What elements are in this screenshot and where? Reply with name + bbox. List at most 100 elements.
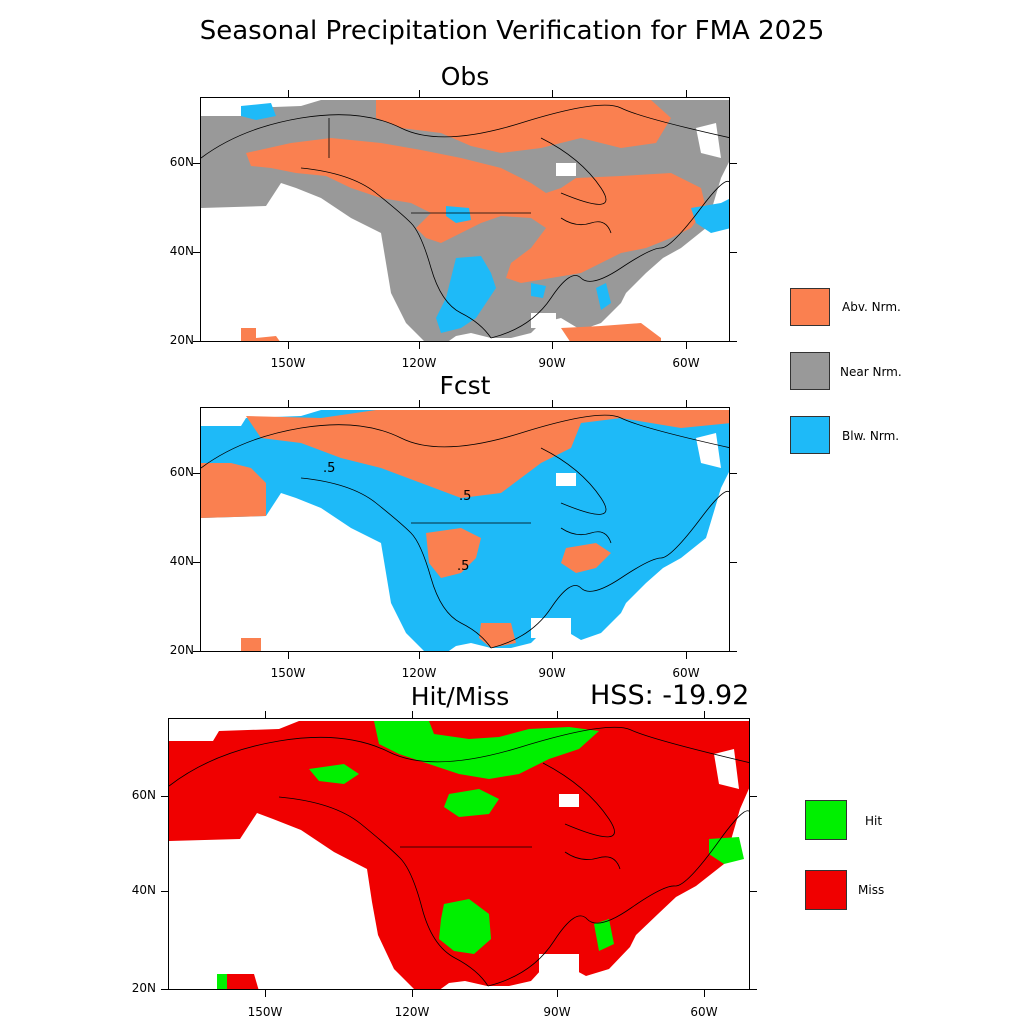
fcst-lat-tick xyxy=(730,473,737,474)
obs-lat-label: 60N xyxy=(169,155,194,169)
obs-above-normal-south xyxy=(561,323,661,341)
obs-panel-title: Obs xyxy=(440,62,490,91)
fcst-lat-tick xyxy=(193,473,200,474)
hitmiss-lat-tick xyxy=(750,989,757,990)
hitmiss-no-data-gap xyxy=(539,749,739,974)
hitmiss-lon-tick xyxy=(704,711,705,718)
fcst-lat-tick xyxy=(730,562,737,563)
obs-lon-tick xyxy=(419,90,420,97)
hitmiss-hit-southwest xyxy=(439,899,491,954)
obs-lat-tick xyxy=(193,341,200,342)
hitmiss-coastlines xyxy=(169,726,749,987)
fcst-lat-tick xyxy=(730,651,737,652)
fcst-lon-tick xyxy=(419,652,420,659)
fcst-lon-label: 90W xyxy=(538,666,566,680)
hitmiss-lon-tick xyxy=(265,711,266,718)
fcst-lon-tick xyxy=(419,400,420,407)
obs-map-graphic xyxy=(201,100,729,341)
obs-below-normal-alaska xyxy=(241,103,276,120)
legend-swatch-below xyxy=(790,416,830,454)
legend-label-hit: Hit xyxy=(865,814,883,828)
hitmiss-lon-label: 120W xyxy=(394,1005,430,1019)
obs-lat-tick xyxy=(730,341,737,342)
legend-label-below: Blw. Nrm. xyxy=(842,429,900,443)
fcst-lat-label: 40N xyxy=(169,554,194,568)
fcst-coastlines xyxy=(201,414,729,649)
legend-label-above: Abv. Nrm. xyxy=(842,300,901,314)
fcst-map: .5 .5 .5 xyxy=(200,407,730,652)
obs-coastlines xyxy=(201,104,729,339)
obs-lat-label: 40N xyxy=(169,244,194,258)
hitmiss-lon-tick xyxy=(557,990,558,997)
hitmiss-panel-title: Hit/Miss xyxy=(410,682,510,711)
obs-lon-label: 150W xyxy=(270,356,306,370)
fcst-lon-tick xyxy=(288,652,289,659)
hitmiss-lon-tick xyxy=(412,990,413,997)
obs-below-normal-gulf xyxy=(531,283,611,310)
legend-label-near: Near Nrm. xyxy=(840,365,902,379)
hitmiss-lon-tick xyxy=(704,990,705,997)
fcst-panel-title: Fcst xyxy=(439,371,491,400)
hitmiss-lon-label: 90W xyxy=(543,1005,571,1019)
hitmiss-hit-gulf xyxy=(594,919,614,951)
hitmiss-lon-tick xyxy=(557,711,558,718)
obs-lon-tick xyxy=(686,342,687,349)
hitmiss-lat-tick xyxy=(161,989,168,990)
obs-above-normal-central xyxy=(246,138,706,283)
obs-lon-label: 120W xyxy=(401,356,437,370)
hitmiss-map-graphic xyxy=(169,721,749,989)
hitmiss-lon-tick xyxy=(265,990,266,997)
hitmiss-lat-tick xyxy=(161,796,168,797)
obs-lat-label: 20N xyxy=(169,333,194,347)
fcst-above-normal-north xyxy=(246,410,729,498)
obs-lon-label: 90W xyxy=(538,356,566,370)
hitmiss-lon-label: 60W xyxy=(690,1005,718,1019)
fcst-no-data-gap xyxy=(531,433,721,638)
hitmiss-lat-label: 40N xyxy=(131,883,156,897)
hitmiss-hit-northwest xyxy=(309,764,359,784)
fcst-lon-label: 120W xyxy=(401,666,437,680)
hitmiss-hit-central-north xyxy=(444,789,499,817)
obs-below-normal-east xyxy=(691,199,729,233)
obs-above-normal-north xyxy=(376,100,671,153)
hitmiss-miss-hawaii xyxy=(227,974,259,989)
hitmiss-lat-tick xyxy=(750,891,757,892)
hss-score: HSS: -19.92 xyxy=(590,680,750,711)
obs-map xyxy=(200,97,730,342)
obs-lon-label: 60W xyxy=(672,356,700,370)
obs-lon-tick xyxy=(686,90,687,97)
legend-label-miss: Miss xyxy=(858,883,885,897)
obs-lon-tick xyxy=(288,342,289,349)
fcst-lat-tick xyxy=(193,651,200,652)
fcst-lon-label: 60W xyxy=(672,666,700,680)
obs-lon-tick xyxy=(288,90,289,97)
fcst-lat-label: 60N xyxy=(169,465,194,479)
legend-swatch-near xyxy=(790,352,830,390)
obs-no-data-gap xyxy=(531,123,721,328)
hitmiss-lon-tick xyxy=(412,711,413,718)
fcst-lon-tick xyxy=(552,652,553,659)
obs-above-normal-hawaii xyxy=(241,328,280,341)
fcst-contour-label: .5 xyxy=(457,559,469,574)
fcst-lon-label: 150W xyxy=(270,666,306,680)
obs-lat-tick xyxy=(193,163,200,164)
hitmiss-lat-label: 20N xyxy=(131,981,156,995)
fcst-lat-tick xyxy=(193,562,200,563)
fcst-lon-tick xyxy=(552,400,553,407)
obs-lon-tick xyxy=(419,342,420,349)
fcst-above-normal-mexico xyxy=(479,623,516,648)
fcst-above-normal-southeast xyxy=(561,543,611,573)
hitmiss-hit-hawaii xyxy=(217,974,227,989)
fcst-lat-label: 20N xyxy=(169,643,194,657)
figure-title: Seasonal Precipitation Verification for … xyxy=(199,16,825,46)
fcst-lon-tick xyxy=(686,400,687,407)
obs-below-normal-mexico xyxy=(436,256,496,333)
obs-lat-tick xyxy=(730,163,737,164)
obs-below-normal-plains xyxy=(446,206,471,223)
hitmiss-lat-tick xyxy=(750,796,757,797)
hitmiss-lat-tick xyxy=(161,891,168,892)
fcst-lon-tick xyxy=(686,652,687,659)
fcst-contour-labels: .5 .5 .5 xyxy=(323,461,471,574)
fcst-contour-label: .5 xyxy=(323,461,335,476)
obs-lat-tick xyxy=(193,252,200,253)
